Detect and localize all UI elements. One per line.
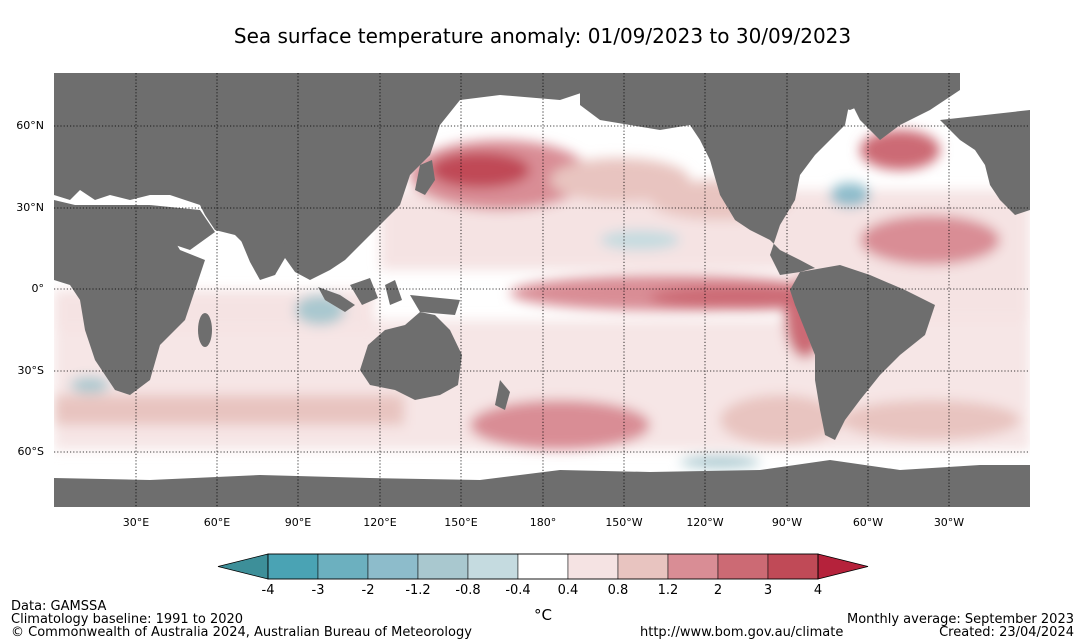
colorbar-tick-label: 1.2 [657, 583, 679, 598]
data-source-text: Data: GAMSSA [11, 599, 107, 614]
map-title: Sea surface temperature anomaly: 01/09/2… [233, 24, 852, 48]
colorbar-segment [267, 553, 319, 580]
colorbar-tick-label: -0.8 [455, 583, 481, 598]
colorbar-tick-label: -1.2 [405, 583, 431, 598]
colorbar-tick-label: -3 [311, 583, 325, 598]
lat-label: 30°N [16, 201, 44, 214]
url-text: http://www.bom.gov.au/climate [640, 625, 844, 640]
colorbar-segment [667, 553, 719, 580]
greenland-landmass [850, 73, 960, 140]
india-landmass [240, 238, 285, 280]
madagascar-landmass [198, 313, 212, 347]
arabia-landmass [150, 205, 215, 250]
south-america-landmass [790, 265, 935, 440]
lon-label: 30°W [933, 516, 965, 529]
australia-landmass [360, 312, 462, 400]
colorbar-tick-label: -4 [261, 583, 275, 598]
baseline-text: Climatology baseline: 1991 to 2020 [11, 612, 244, 627]
copyright-text: © Commonwealth of Australia 2024, Austra… [11, 625, 472, 640]
colorbar-segment [417, 553, 469, 580]
lat-label: 0° [31, 282, 45, 295]
created-date-text: Created: 23/04/2024 [939, 625, 1074, 640]
colorbar-outline [267, 553, 819, 580]
lon-label: 60°W [852, 516, 884, 529]
colorbar-tick-label: 3 [763, 583, 773, 598]
colorbar-extend-low [217, 553, 269, 580]
colorbar-segment [517, 553, 569, 580]
colorbar [217, 553, 869, 580]
colorbar-segment [717, 553, 769, 580]
lon-label: 60°E [203, 516, 231, 529]
colorbar-segment [367, 553, 419, 580]
colorbar-segment [617, 553, 669, 580]
lat-label: 60°S [17, 445, 44, 458]
colorbar-segment [467, 553, 519, 580]
land-masses [54, 73, 1030, 507]
colorbar-tick-label: -2 [361, 583, 375, 598]
lon-label: 150°W [605, 516, 643, 529]
lon-label: 90°W [771, 516, 803, 529]
colorbar-tick-label: 0.4 [557, 583, 579, 598]
eurasia-landmass [54, 73, 960, 280]
lat-label: 60°N [16, 119, 44, 132]
north-america-landmass [580, 73, 850, 275]
lon-label: 120°W [686, 516, 724, 529]
colorbar-tick-label: 0.8 [607, 583, 629, 598]
lon-label: 150°E [444, 516, 478, 529]
colorbar-segment [767, 553, 819, 580]
lon-label: 180° [529, 516, 557, 529]
colorbar-tick-label: 2 [713, 583, 723, 598]
lon-label: 120°E [363, 516, 397, 529]
graticule [54, 73, 1030, 507]
africa-landmass [54, 200, 205, 395]
lat-label: 30°S [17, 364, 44, 377]
colorbar-extend-high [817, 553, 869, 580]
lon-label: 90°E [284, 516, 312, 529]
colorbar-segment [567, 553, 619, 580]
average-period-text: Monthly average: September 2023 [847, 612, 1074, 627]
colorbar-tick-label: -0.4 [505, 583, 531, 598]
colorbar-tick-label: 4 [813, 583, 823, 598]
colorbar-segment [317, 553, 369, 580]
lon-label: 30°E [122, 516, 150, 529]
colorbar-unit: °C [534, 606, 552, 624]
antarctica-landmass [54, 460, 1030, 507]
